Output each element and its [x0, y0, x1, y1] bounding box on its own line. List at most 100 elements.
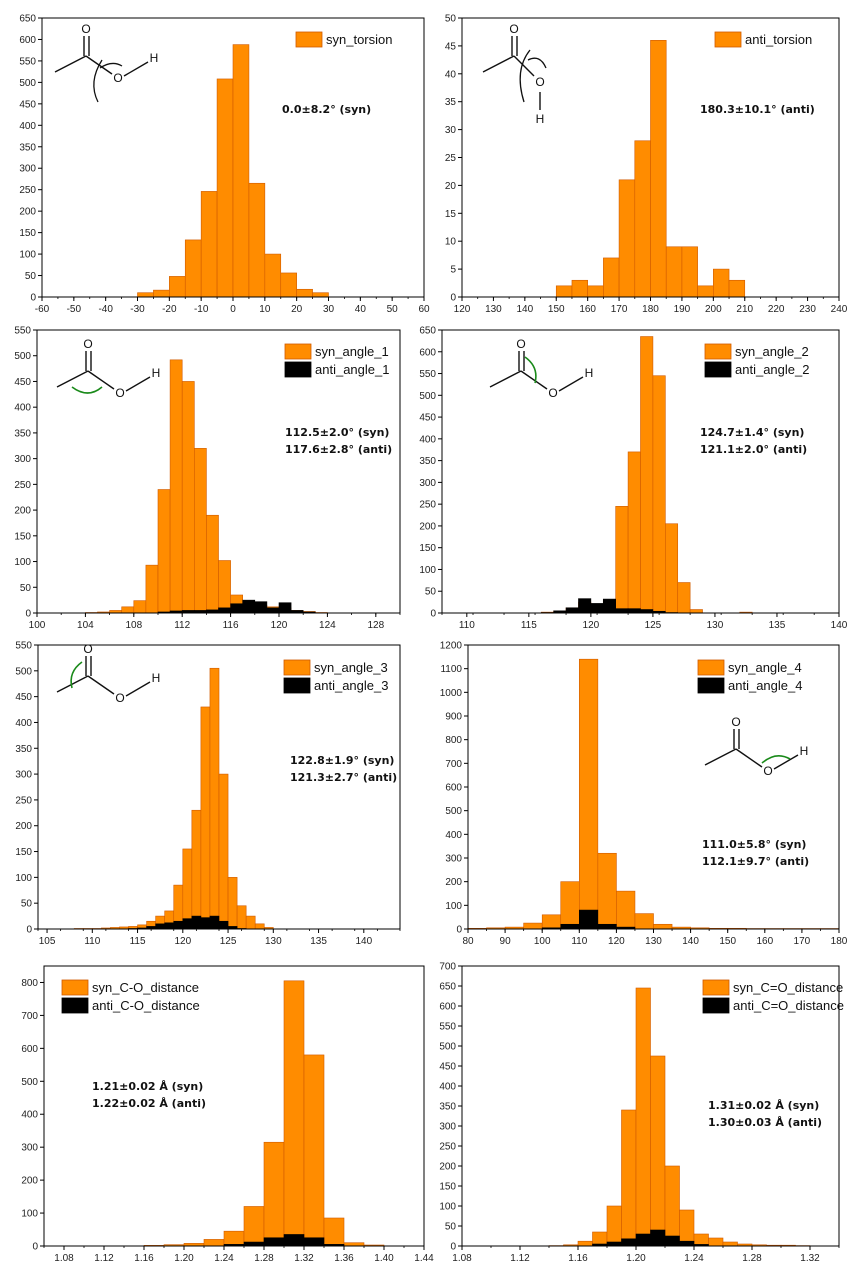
x-tick-label: 180 [642, 304, 659, 315]
x-tick-label: 90 [500, 936, 512, 947]
y-tick-label: 700 [445, 759, 462, 770]
bar [555, 285, 573, 298]
x-tick-label: 1.24 [684, 1253, 704, 1263]
x-tick-label: -40 [98, 304, 113, 315]
y-tick-label: 400 [21, 1110, 38, 1121]
x-tick-label: 170 [611, 304, 628, 315]
legend: syn_angle_4 anti_angle_4 [697, 659, 802, 694]
bar [209, 915, 220, 930]
bar [264, 253, 282, 298]
legend-label: syn_angle_4 [728, 660, 802, 675]
bar [200, 917, 211, 930]
x-tick-label: -50 [67, 304, 82, 315]
legend-label: syn_torsion [326, 32, 392, 47]
y-tick-label: 0 [32, 1242, 38, 1253]
bar [679, 1240, 695, 1247]
legend-swatch [704, 361, 732, 378]
y-tick-label: 300 [419, 478, 436, 489]
x-tick-label: 190 [674, 304, 691, 315]
legend-swatch [61, 979, 89, 996]
stat-annotation: 122.8±1.9° (syn) [290, 754, 394, 767]
y-tick-label: 500 [14, 351, 31, 362]
y-tick-label: 300 [19, 164, 36, 175]
y-tick-label: 500 [15, 666, 32, 677]
bar [303, 1054, 325, 1247]
stat-annotation: 124.7±1.4° (syn) [700, 426, 804, 439]
y-tick-label: 400 [15, 718, 32, 729]
legend-swatch [61, 997, 89, 1014]
series-syn_angle_4 [467, 658, 840, 930]
bar [266, 607, 280, 614]
x-tick-label: 0 [230, 304, 236, 315]
y-tick-label: 100 [439, 1202, 456, 1213]
bond-methyl [56, 675, 89, 693]
bar [200, 191, 218, 298]
bond-o-h [558, 376, 584, 392]
x-tick-label: 130 [645, 936, 662, 947]
x-tick-label: 135 [310, 936, 327, 947]
bar [722, 1241, 738, 1247]
y-tick-label: 550 [15, 641, 32, 652]
bond-methyl [704, 748, 737, 766]
legend: anti_torsion [714, 31, 812, 48]
x-tick-label: 110 [84, 936, 100, 947]
y-tick-label: 100 [419, 565, 436, 576]
legend-swatch [283, 659, 311, 676]
bar [191, 915, 202, 930]
bar [664, 1165, 680, 1247]
x-tick-label: 110 [571, 936, 587, 947]
stat-annotation: 180.3±10.1° (anti) [700, 103, 815, 116]
bar [679, 1209, 695, 1247]
y-tick-label: 400 [419, 434, 436, 445]
bar [665, 523, 679, 614]
x-tick-label: 115 [130, 936, 146, 947]
stat-annotation: 1.31±0.02 Å (syn) [708, 1099, 819, 1112]
bar [606, 1241, 622, 1247]
series-anti_C=O_distance [592, 1229, 709, 1247]
bar [650, 1055, 666, 1247]
stat-annotation: 121.1±2.0° (anti) [700, 443, 807, 456]
x-tick-label: 80 [462, 936, 474, 947]
x-tick-label: 210 [736, 304, 753, 315]
bar [164, 922, 175, 930]
atom-label: H [150, 51, 159, 65]
x-tick-label: 120 [608, 936, 625, 947]
y-tick-label: 150 [15, 847, 32, 858]
legend-label: anti_C-O_distance [92, 998, 200, 1013]
y-tick-label: 700 [21, 1011, 38, 1022]
legend-label: syn_C-O_distance [92, 980, 199, 995]
y-tick-label: 150 [439, 1182, 456, 1193]
bond-o-h [123, 61, 149, 77]
y-tick-label: 45 [445, 41, 457, 52]
y-tick-label: 200 [19, 207, 36, 218]
bar [121, 606, 135, 614]
bar [615, 506, 629, 614]
bar [153, 289, 170, 298]
chart-panel-4: 110 115 120 125 130 135 140 0 50 100 150 200 250 300 3… [419, 326, 847, 632]
y-tick-label: 50 [445, 1222, 457, 1233]
bond-c-o [87, 675, 115, 695]
y-tick-label: 800 [21, 978, 38, 989]
molecule-diagram: O O H [56, 337, 160, 400]
bar [184, 239, 202, 298]
x-tick-label: 60 [418, 304, 430, 315]
bar [635, 1233, 651, 1247]
legend-label: syn_C=O_distance [733, 980, 843, 995]
y-tick-label: 0 [450, 293, 456, 304]
bar [708, 1237, 724, 1247]
x-tick-label: 1.32 [294, 1253, 314, 1263]
legend: syn_angle_1 anti_angle_1 [284, 343, 389, 378]
legend-label: anti_angle_2 [735, 362, 809, 377]
bond-o-h [125, 376, 151, 392]
bar [137, 292, 154, 298]
x-tick-label: 128 [367, 620, 384, 631]
bar [653, 923, 673, 930]
torsion-arc [93, 59, 103, 103]
bar [173, 920, 184, 930]
y-tick-label: 0 [456, 925, 462, 936]
atom-label: O [113, 71, 122, 85]
bar [145, 564, 159, 614]
bar [615, 608, 629, 614]
bar [206, 514, 219, 614]
